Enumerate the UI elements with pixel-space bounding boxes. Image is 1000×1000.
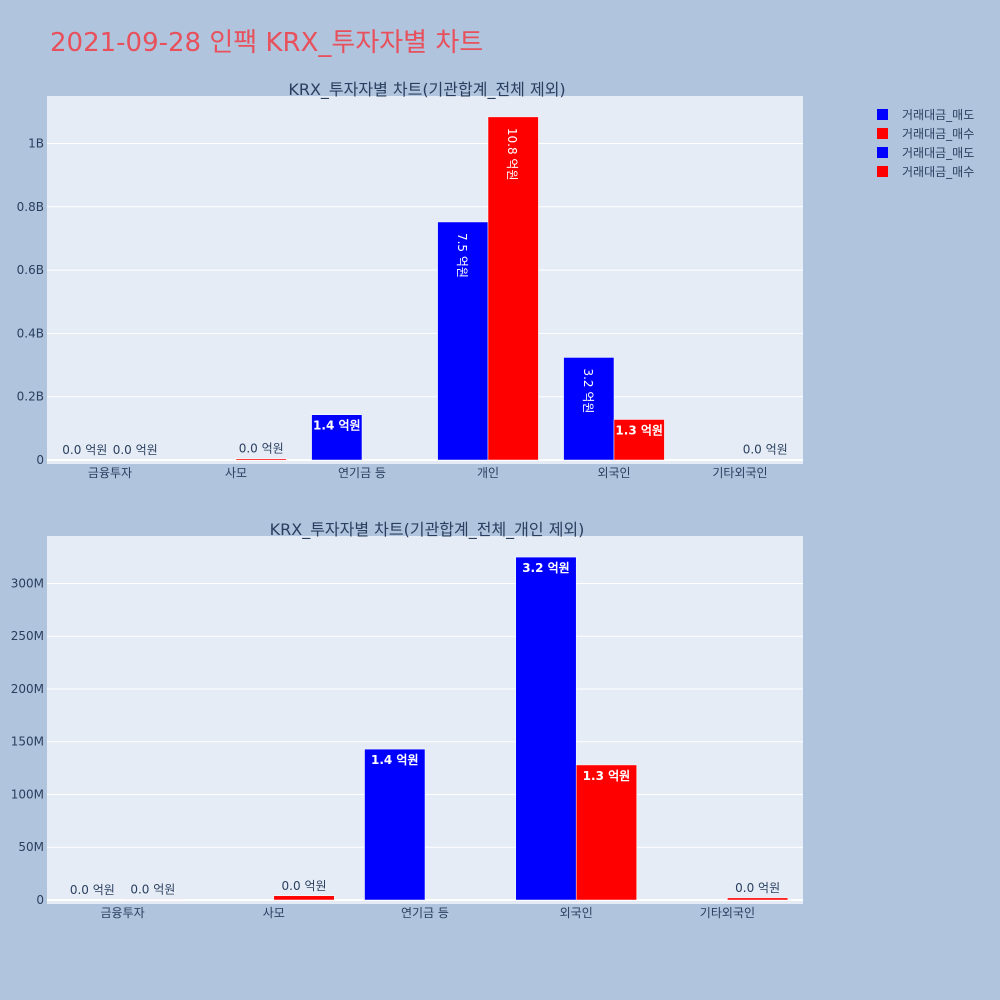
chart-panel-1: 0 0.2B 0.4B 0.6B 0.8B 1B KRX_투자자별 차트(기관합계_전체 제… — [17, 80, 803, 480]
bar — [613, 419, 665, 461]
y-tick-label: 0.2B — [17, 390, 44, 404]
x-tick-label: 사모 — [225, 466, 247, 480]
y-tick-label: 1B — [28, 136, 44, 150]
y-tick-label: 0 — [36, 893, 44, 907]
bar-label: 7.5 억원 — [455, 233, 469, 278]
x-tick-label: 개인 — [477, 466, 499, 480]
y-tick-label: 200M — [11, 682, 44, 696]
bar-label: 1.3 억원 — [615, 423, 663, 437]
bar — [311, 414, 363, 461]
chart-title: KRX_투자자별 차트(기관합계_전체 제외) — [288, 80, 565, 100]
bar — [727, 897, 789, 901]
bar-label: 0.0 억원 — [62, 443, 107, 457]
bar-label: 10.8 억원 — [505, 128, 519, 181]
x-tick-label: 외국인 — [560, 906, 593, 920]
x-tick-label: 금융투자 — [88, 466, 132, 480]
y-tick-label: 100M — [11, 787, 44, 801]
y-tick-label: 250M — [11, 629, 44, 643]
page-title: 2021-09-28 인팩 KRX_투자자별 차트 — [50, 28, 484, 58]
x-tick-label: 연기금 등 — [338, 466, 386, 480]
bar-label: 1.4 억원 — [313, 419, 361, 433]
y-tick-label: 300M — [11, 576, 44, 590]
bar-label: 0.0 억원 — [743, 443, 788, 457]
bar-label: 0.0 억원 — [130, 882, 175, 896]
x-tick-label: 기타외국인 — [712, 466, 767, 480]
bar — [273, 895, 335, 901]
y-tick-label: 0.4B — [17, 326, 44, 340]
bar-label: 0.0 억원 — [70, 883, 115, 897]
bar — [235, 458, 287, 461]
x-tick-label: 사모 — [263, 906, 285, 920]
y-tick-label: 50M — [18, 840, 44, 854]
legend-swatch — [877, 147, 888, 158]
legend-item: 거래대금_매도 — [902, 146, 974, 160]
bar — [515, 556, 577, 901]
legend-swatch — [877, 128, 888, 139]
bar — [487, 116, 539, 461]
chart-panel-2: 0 50M 100M 150M 200M 250M 300M KRX_투자자별 차트(기관합계… — [11, 520, 803, 920]
bar-label: 1.3 억원 — [583, 769, 631, 783]
bar-label: 1.4 억원 — [371, 753, 419, 767]
chart-title: KRX_투자자별 차트(기관합계_전체_개인 제외) — [270, 520, 585, 540]
y-tick-label: 0.6B — [17, 263, 44, 277]
bar-label: 3.2 억원 — [522, 561, 570, 575]
x-tick-label: 외국인 — [597, 466, 630, 480]
bar — [122, 899, 184, 901]
bar-label: 0.0 억원 — [735, 881, 780, 895]
bar-label: 0.0 억원 — [239, 442, 284, 456]
x-tick-label: 금융투자 — [101, 906, 145, 920]
legend-item: 거래대금_매수 — [902, 127, 974, 141]
legend-swatch — [877, 166, 888, 177]
plot-area — [47, 96, 803, 464]
bar-label: 0.0 억원 — [282, 879, 327, 893]
legend-item: 거래대금_매도 — [902, 108, 974, 122]
bar-label: 0.0 억원 — [113, 443, 158, 457]
y-tick-label: 0.8B — [17, 200, 44, 214]
y-tick-label: 150M — [11, 735, 44, 749]
x-tick-label: 연기금 등 — [401, 906, 449, 920]
bar — [364, 748, 426, 901]
bar — [575, 764, 637, 901]
bar — [437, 221, 489, 461]
legend-item: 거래대금_매수 — [902, 165, 974, 179]
bar — [563, 357, 615, 461]
bar-label: 3.2 억원 — [581, 368, 595, 413]
y-tick-label: 0 — [36, 453, 44, 467]
legend-swatch — [877, 109, 888, 120]
x-tick-label: 기타외국인 — [700, 906, 755, 920]
